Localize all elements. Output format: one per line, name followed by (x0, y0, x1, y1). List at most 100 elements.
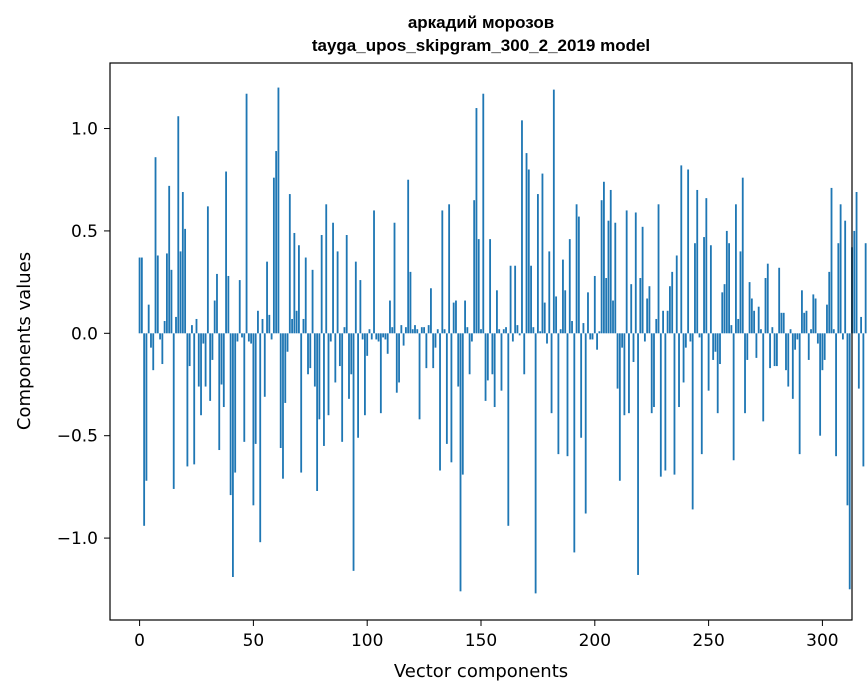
bar (682, 333, 685, 383)
bar (145, 333, 148, 481)
bar (254, 333, 257, 444)
bar (502, 329, 505, 334)
bar (302, 318, 305, 334)
bar (523, 333, 526, 375)
bar (252, 333, 255, 506)
bar (329, 333, 332, 342)
bar (323, 333, 325, 446)
bar (728, 243, 730, 334)
bar (703, 237, 705, 334)
bar (775, 333, 778, 367)
x-tick-label: 100 (351, 631, 383, 651)
bar (352, 333, 355, 571)
bar (673, 333, 676, 475)
bar (639, 278, 642, 334)
bar (213, 300, 216, 334)
bar (657, 204, 660, 334)
bar (584, 333, 587, 514)
bar (416, 329, 419, 334)
bar (338, 333, 341, 367)
bar (313, 333, 316, 387)
bar (580, 333, 583, 438)
bar (445, 333, 448, 444)
bar (156, 255, 159, 334)
bar (482, 93, 485, 334)
bar (163, 321, 166, 334)
bar (812, 294, 815, 334)
bar (723, 284, 726, 334)
bar (350, 333, 353, 375)
bar (630, 284, 633, 334)
bar (805, 310, 808, 334)
bar (140, 257, 143, 334)
y-tick-label: 1.0 (71, 120, 98, 140)
bar (234, 333, 237, 473)
bar (571, 321, 573, 334)
bar (307, 333, 309, 375)
bar (298, 245, 300, 334)
bar (398, 333, 400, 383)
bar (477, 239, 480, 334)
bar (662, 310, 664, 334)
bar (539, 331, 542, 334)
bar (846, 333, 849, 506)
bar (653, 333, 655, 408)
bar (159, 333, 161, 340)
bar (475, 108, 478, 334)
bar (609, 189, 612, 334)
bar (320, 235, 323, 334)
bar (232, 333, 234, 577)
bar (272, 177, 275, 334)
bar (641, 226, 644, 334)
bar (425, 333, 428, 369)
bar (259, 333, 262, 543)
bar (643, 333, 646, 342)
bar (864, 243, 867, 334)
bar (459, 333, 462, 592)
bar (552, 89, 555, 334)
bar (557, 333, 560, 455)
bar (562, 259, 564, 334)
bar (841, 333, 844, 340)
bar (753, 310, 756, 334)
bar (332, 222, 334, 334)
bar (732, 333, 735, 461)
bar (241, 333, 243, 338)
bar (181, 192, 184, 334)
y-tick-label: 0.0 (71, 324, 98, 344)
bar (209, 333, 212, 401)
bar (496, 290, 498, 334)
bar (760, 329, 762, 334)
bar (341, 333, 344, 442)
bar (202, 333, 205, 344)
bar (505, 327, 507, 334)
bar (407, 179, 410, 334)
bar (785, 333, 787, 371)
bar (860, 316, 863, 334)
bar (750, 298, 753, 334)
bar (300, 333, 303, 473)
bar (147, 304, 150, 334)
bar (757, 306, 760, 334)
bar (746, 333, 749, 360)
bar-series (138, 87, 867, 594)
bar (170, 269, 173, 334)
bar (354, 261, 357, 334)
bar (236, 333, 239, 342)
bar (612, 300, 614, 334)
bar (755, 333, 758, 358)
bar (468, 333, 471, 375)
bar (311, 269, 314, 334)
bar (807, 333, 810, 360)
bar (409, 271, 412, 334)
bar (591, 333, 594, 340)
bar (229, 333, 232, 496)
bar (304, 257, 307, 334)
bar (625, 210, 628, 334)
bar (848, 333, 851, 590)
bar (828, 271, 831, 334)
bar (714, 333, 717, 352)
bar (664, 333, 667, 471)
